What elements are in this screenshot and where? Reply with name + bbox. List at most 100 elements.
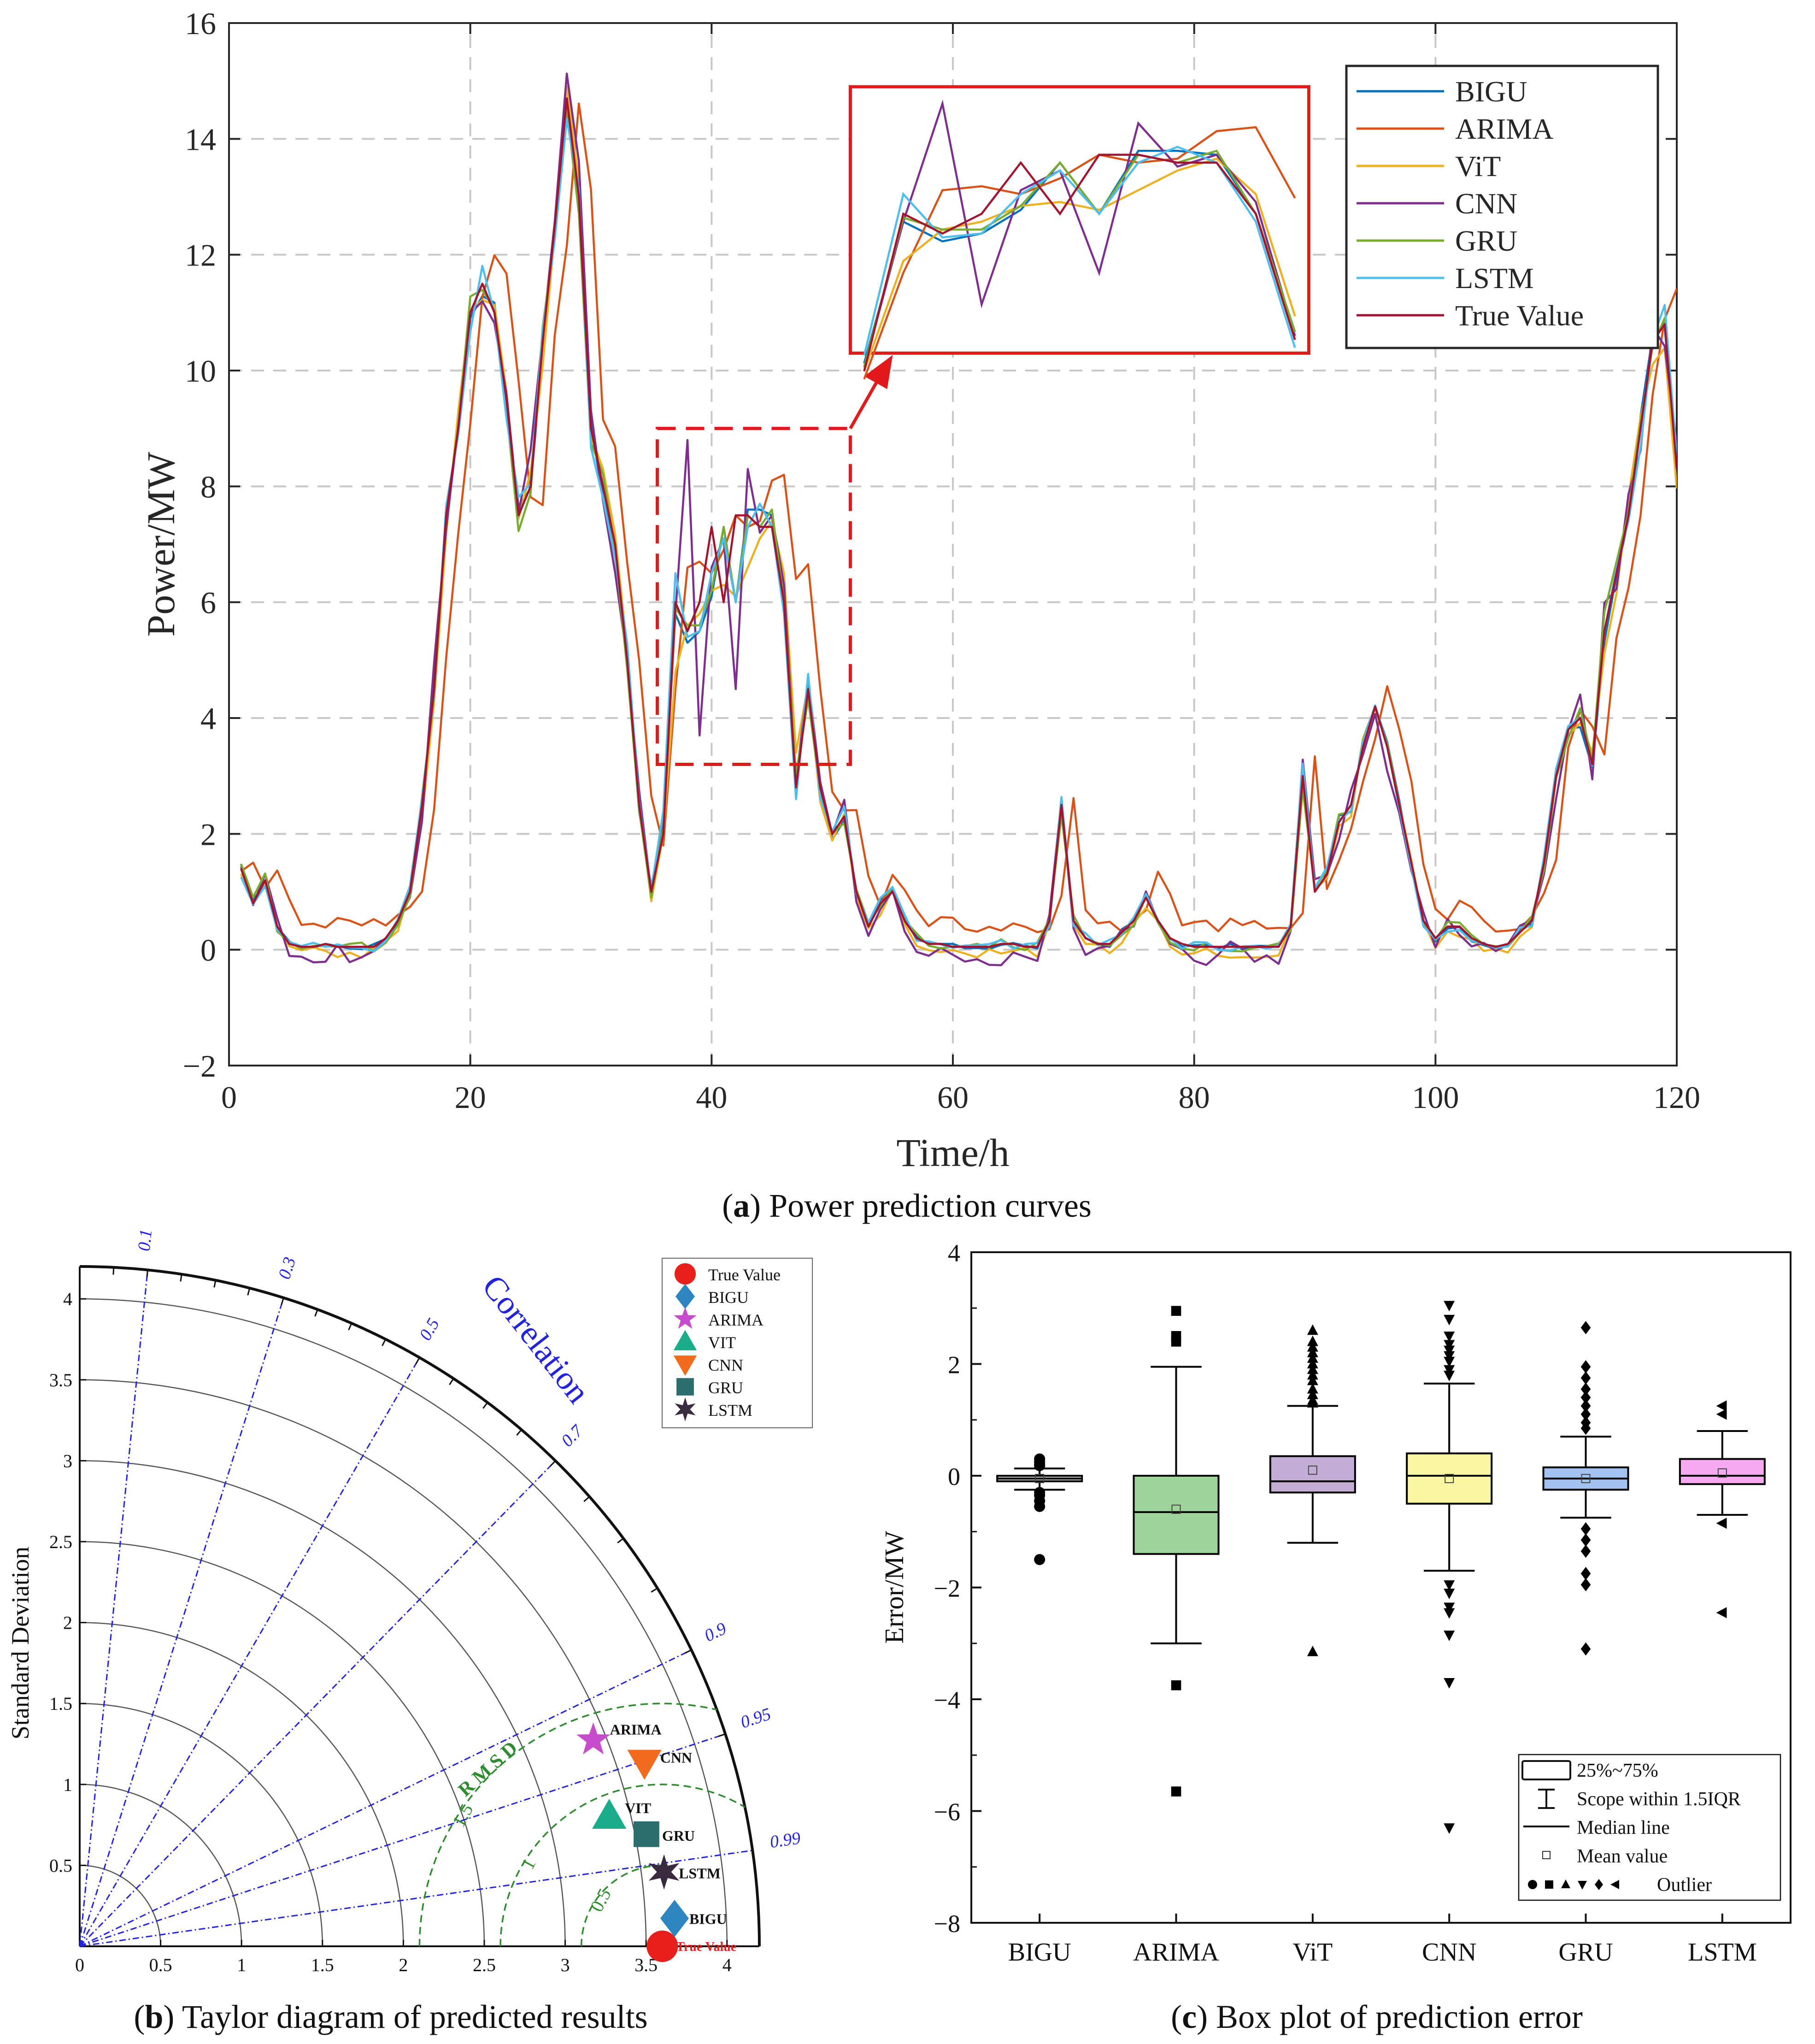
taylor-marker-bigu (660, 1900, 689, 1937)
std-arc (79, 1622, 404, 1947)
taylor-ylabel: Standard Deviation (6, 1547, 34, 1739)
taylor-y-tick-label: 4 (63, 1289, 72, 1309)
box-outlier (1171, 1306, 1181, 1316)
box-outlier (1171, 1786, 1181, 1797)
plot-a-zoom (656, 85, 1310, 766)
c-x-tick-label: GRU (1558, 1938, 1613, 1967)
box-outlier (1307, 1383, 1318, 1394)
arc-tick (617, 1537, 624, 1543)
std-arc (79, 1298, 728, 1947)
box-mean (1308, 1465, 1317, 1475)
correlation-label: Correlation (475, 1268, 597, 1410)
correlation-ray (79, 1733, 726, 1947)
box-arima (1133, 1306, 1220, 1797)
taylor-point-label: LSTM (679, 1865, 721, 1882)
taylor-marker-lstm (648, 1854, 680, 1890)
box-outlier (1171, 1337, 1181, 1347)
box-outlier (1580, 1421, 1591, 1435)
taylor-legend-marker (673, 1330, 697, 1350)
box-outlier (1307, 1335, 1318, 1346)
y-tick-label: 14 (185, 122, 216, 157)
std-arc (79, 1460, 566, 1947)
legend-label: CNN (1455, 187, 1517, 220)
c-legend-label: Scope within 1.5IQR (1577, 1789, 1741, 1810)
box-outlier (1307, 1645, 1318, 1656)
correlation-tick-label: 0.5 (416, 1315, 443, 1343)
correlation-ray (79, 1649, 692, 1947)
arc-tick (684, 1649, 692, 1654)
box-outlier (1307, 1388, 1318, 1399)
correlation-tick-label: 0.95 (738, 1704, 773, 1732)
box-outlier (1034, 1554, 1046, 1565)
arc-tick (146, 1270, 148, 1278)
rmsd-contour (499, 1784, 746, 1947)
box-outlier (1580, 1382, 1591, 1396)
rmsd-contour-label: 1.5 (448, 1801, 477, 1831)
arc-tick (415, 1357, 420, 1365)
taylor-x-tick-label: 2.5 (473, 1955, 496, 1975)
c-x-tick-label: ViT (1292, 1938, 1333, 1967)
legend-icon-box (1521, 1760, 1571, 1780)
correlation-ray (79, 1357, 420, 1947)
arc-tick (314, 1309, 318, 1317)
plot-c-ylabel: Error/MW (879, 1531, 909, 1643)
taylor-x-tick-label: 4 (722, 1955, 732, 1975)
zoom-line-gru (863, 149, 1296, 368)
box-outlier (1580, 1371, 1591, 1385)
arc-tick (482, 1402, 488, 1409)
box-outlier (1716, 1518, 1727, 1529)
correlation-ray (79, 1270, 148, 1947)
arc-tick (112, 1267, 115, 1275)
box-outlier (1307, 1369, 1318, 1380)
outer-arc (79, 1265, 761, 1947)
arc-tick (651, 1587, 658, 1593)
taylor-legend-marker (674, 1307, 697, 1329)
box-outlier (1716, 1408, 1727, 1420)
correlation-ray (79, 1297, 284, 1947)
x-tick-label: 120 (1653, 1080, 1700, 1115)
panel-b-taylor-diagram: 0 0.5 1 1.5 2 2.5 3 3.5 40.511.522.533.540.10.30… (6, 1228, 813, 2035)
legend-icon-outlier (1610, 1880, 1619, 1889)
taylor-point-label: CNN (660, 1749, 692, 1766)
std-arc (79, 1702, 323, 1947)
arc-tick (281, 1297, 284, 1305)
taylor-point-label: BIGU (689, 1910, 727, 1927)
arc-tick (247, 1288, 251, 1296)
taylor-point-label: VIT (625, 1800, 651, 1816)
taylor-legend: True Value BIGU ARIMA VIT CNN GRU LSTM (662, 1258, 813, 1428)
arc-tick (348, 1323, 352, 1331)
box-outlier (1444, 1589, 1455, 1599)
correlation-tick-label: 0.7 (558, 1421, 587, 1451)
correlation-tick-label: 0.99 (769, 1828, 802, 1852)
plot-c-boxes (996, 1301, 1766, 1834)
arc-tick (180, 1274, 182, 1282)
arc-tick (583, 1496, 590, 1502)
c-x-tick-label: BIGU (1008, 1938, 1071, 1967)
taylor-y-tick-label: 2.5 (49, 1532, 72, 1552)
legend-label: BIGU (1455, 75, 1527, 108)
legend-label: ARIMA (1455, 112, 1553, 145)
box-outlier (1444, 1331, 1455, 1343)
rmsd-contour (418, 1702, 717, 1947)
taylor-marker-true-value (646, 1930, 678, 1962)
c-y-tick-label: 4 (948, 1239, 960, 1267)
box-outlier (1444, 1371, 1455, 1381)
box-outlier (1716, 1400, 1727, 1412)
box-outlier (1716, 1607, 1727, 1619)
c-x-tick-label: ARIMA (1133, 1938, 1219, 1967)
taylor-y-tick-label: 1 (63, 1774, 72, 1795)
box-outlier (1444, 1301, 1455, 1312)
panel-c-box-plot: −8 −6 −4 −2 0 2 4 BIGU ARIMA ViT CNN GRU LSTM 25%~75… (879, 1239, 1792, 2035)
taylor-legend-marker (675, 1284, 695, 1309)
box-outlier (1171, 1680, 1181, 1691)
c-x-tick-label: CNN (1422, 1938, 1476, 1967)
y-tick-label: 16 (185, 6, 216, 41)
std-arc (79, 1865, 161, 1947)
plot-a-legend: BIGU ARIMA ViT CNN GRU LSTM True Value (1345, 65, 1659, 349)
box-outlier (1580, 1399, 1591, 1413)
taylor-x-tick-label: 3 (561, 1955, 570, 1975)
legend-label: ViT (1455, 150, 1501, 183)
rmsd-label: R M S D (454, 1737, 522, 1801)
box-outlier (1307, 1374, 1318, 1385)
